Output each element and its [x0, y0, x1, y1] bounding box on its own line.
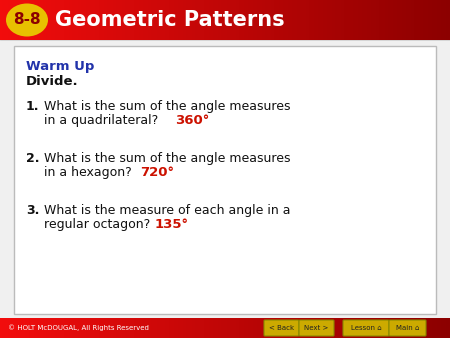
Text: Geometric Patterns: Geometric Patterns: [55, 10, 284, 30]
Text: Lesson ⌂: Lesson ⌂: [351, 325, 382, 331]
Text: 1.: 1.: [26, 100, 40, 113]
Text: 2.: 2.: [26, 152, 40, 165]
Text: 720°: 720°: [140, 166, 174, 179]
FancyBboxPatch shape: [14, 46, 436, 314]
Text: What is the measure of each angle in a: What is the measure of each angle in a: [44, 204, 291, 217]
Text: in a hexagon?: in a hexagon?: [44, 166, 132, 179]
Text: < Back: < Back: [269, 325, 294, 331]
FancyBboxPatch shape: [264, 320, 299, 336]
Text: Main ⌂: Main ⌂: [396, 325, 419, 331]
Text: Next >: Next >: [304, 325, 328, 331]
Text: What is the sum of the angle measures: What is the sum of the angle measures: [44, 100, 291, 113]
Text: What is the sum of the angle measures: What is the sum of the angle measures: [44, 152, 291, 165]
Text: regular octagon?: regular octagon?: [44, 218, 150, 231]
Text: © HOLT McDOUGAL, All Rights Reserved: © HOLT McDOUGAL, All Rights Reserved: [8, 325, 149, 331]
FancyBboxPatch shape: [299, 320, 334, 336]
Text: 360°: 360°: [175, 114, 209, 127]
Text: 3.: 3.: [26, 204, 40, 217]
FancyBboxPatch shape: [389, 320, 426, 336]
FancyBboxPatch shape: [343, 320, 389, 336]
Text: 8-8: 8-8: [13, 13, 41, 27]
Text: Divide.: Divide.: [26, 75, 79, 88]
Text: Warm Up: Warm Up: [26, 60, 94, 73]
Text: 135°: 135°: [155, 218, 189, 231]
Ellipse shape: [6, 3, 48, 37]
Text: in a quadrilateral?: in a quadrilateral?: [44, 114, 158, 127]
